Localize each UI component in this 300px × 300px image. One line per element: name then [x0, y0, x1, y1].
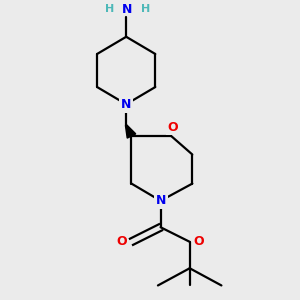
Polygon shape: [125, 125, 136, 138]
Text: N: N: [155, 194, 166, 207]
Text: O: O: [167, 121, 178, 134]
Text: O: O: [116, 235, 127, 248]
Text: H: H: [105, 4, 114, 14]
Text: O: O: [194, 235, 204, 248]
Text: N: N: [121, 98, 131, 111]
Text: H: H: [141, 4, 150, 14]
Text: N: N: [122, 3, 133, 16]
